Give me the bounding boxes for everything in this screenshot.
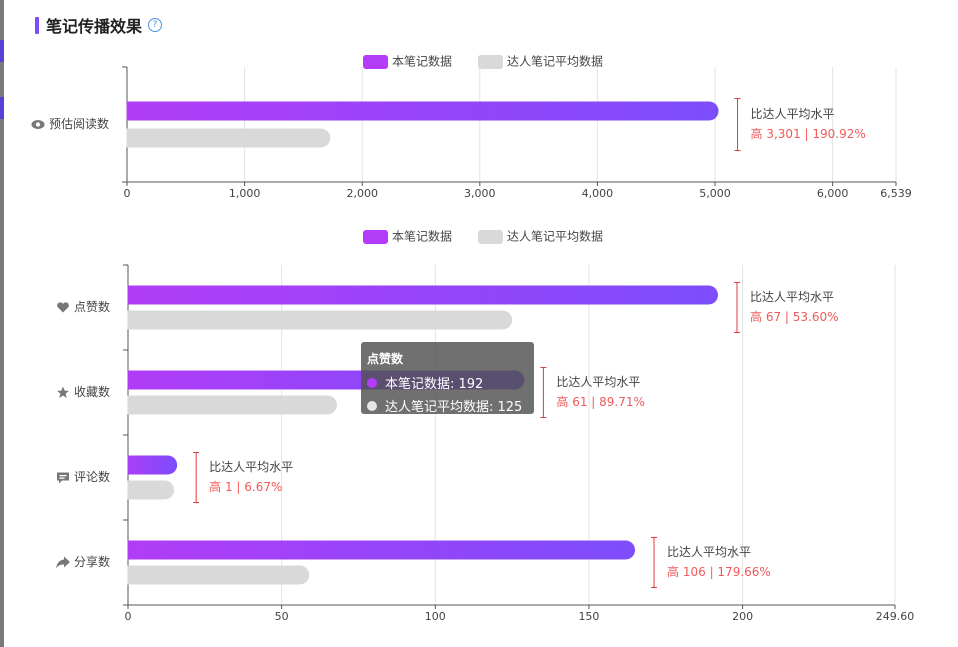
title-accent-bar — [35, 16, 39, 34]
tooltip-title: 点赞数 — [367, 352, 404, 366]
question-circle-icon[interactable]: ? — [148, 18, 163, 32]
compare-label: 比达人平均水平 — [556, 375, 640, 389]
category-label: 分享数 — [74, 554, 110, 569]
chart-tooltip: 点赞数 本笔记数据: 192 达人笔记平均数据: 125 — [361, 342, 534, 415]
legend-swatch-primary — [363, 230, 388, 244]
bar-mask — [117, 284, 128, 331]
x-tick-label: 150 — [578, 610, 599, 623]
heart-shape — [57, 302, 69, 313]
bar-primary — [118, 455, 178, 475]
edge-highlight — [0, 40, 4, 62]
legend-swatch-average — [478, 230, 503, 244]
tooltip-row-label: 达人笔记平均数据: 125 — [385, 400, 523, 415]
compare-value: 高 67 | 53.60% — [750, 309, 839, 324]
x-tick-label: 200 — [732, 610, 753, 623]
comment-icon — [57, 472, 69, 484]
category-label: 评论数 — [74, 469, 110, 484]
x-tick-label: 2,000 — [346, 187, 378, 200]
section-header: 笔记传播效果 ? — [35, 14, 163, 36]
compare-label: 比达人平均水平 — [751, 107, 835, 121]
eye-icon — [31, 120, 45, 129]
compare-value: 高 61 | 89.71% — [556, 394, 645, 409]
compare-label: 比达人平均水平 — [209, 460, 293, 474]
left-edge-strip — [0, 0, 4, 647]
bar-primary — [117, 101, 719, 121]
comment-line — [59, 475, 67, 477]
tooltip-row-average: 达人笔记平均数据: 125 — [367, 396, 528, 415]
share-shape — [56, 556, 70, 569]
bar-mask — [116, 100, 127, 149]
bar-average — [118, 480, 175, 500]
bar-average — [118, 310, 513, 330]
x-tick-label: 50 — [275, 610, 289, 623]
tooltip-row-primary: 本笔记数据: 192 — [367, 373, 528, 392]
bar-primary — [118, 285, 718, 305]
bar-mask — [117, 454, 128, 501]
bar-mask — [117, 539, 128, 586]
legend-label-primary: 本笔记数据 — [392, 229, 452, 244]
compare-value: 高 1 | 6.67% — [209, 479, 282, 494]
x-tick-label: 0 — [124, 187, 131, 200]
legend-label-average: 达人笔记平均数据 — [507, 54, 603, 69]
legend-swatch-average — [478, 55, 503, 69]
category-label: 收藏数 — [74, 384, 110, 399]
legend-label-average: 达人笔记平均数据 — [507, 229, 603, 244]
x-tick-label: 0 — [125, 610, 132, 623]
tooltip-row-label: 本笔记数据: 192 — [385, 377, 484, 392]
compare-value: 高 3,301 | 190.92% — [751, 126, 866, 141]
bar-average — [117, 128, 331, 148]
x-tick-label: 5,000 — [699, 187, 731, 200]
edge-highlight — [0, 97, 4, 119]
bar-primary — [118, 540, 636, 560]
compare-value: 高 106 | 179.66% — [667, 564, 771, 579]
legend-label-primary: 本笔记数据 — [392, 54, 452, 69]
category-label: 点赞数 — [74, 299, 110, 314]
bar-average — [118, 565, 310, 585]
section-title: 笔记传播效果 — [46, 17, 143, 36]
x-tick-label: 3,000 — [464, 187, 496, 200]
bar-average — [118, 395, 337, 415]
heart-icon — [57, 302, 69, 313]
x-tick-label: 6,000 — [817, 187, 849, 200]
x-tick-label: 4,000 — [582, 187, 614, 200]
star-icon — [57, 386, 69, 398]
x-tick-label: 249.60 — [876, 610, 915, 623]
share-icon — [56, 556, 70, 569]
comment-line — [59, 477, 65, 479]
x-tick-label: 1,000 — [229, 187, 261, 200]
eye-pupil — [35, 122, 41, 127]
compare-label: 比达人平均水平 — [667, 545, 751, 559]
x-tick-label: 100 — [425, 610, 446, 623]
star-shape — [57, 386, 69, 398]
tooltip-dot-primary — [367, 377, 377, 388]
category-label: 预估阅读数 — [49, 116, 109, 131]
compare-label: 比达人平均水平 — [750, 290, 834, 304]
bar-mask — [117, 369, 128, 416]
tooltip-dot-average — [367, 400, 377, 411]
legend-swatch-primary — [363, 55, 388, 69]
x-tick-label: 6,539 — [880, 187, 912, 200]
